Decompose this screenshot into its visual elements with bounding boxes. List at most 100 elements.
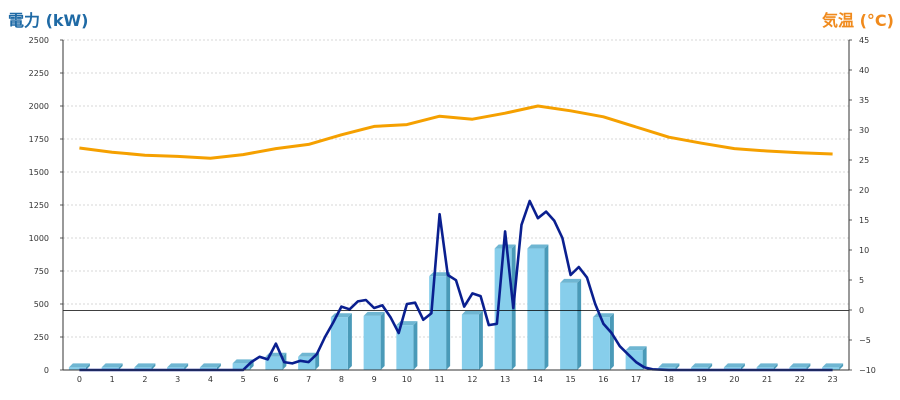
x-tick-label: 6 [273, 375, 278, 384]
power-bar [723, 363, 745, 370]
bar-front-face [592, 317, 610, 370]
bar-front-face [560, 282, 578, 370]
x-tick-label: 0 [77, 375, 82, 384]
bar-side-face [839, 363, 844, 370]
left-tick-label: 2500 [29, 36, 49, 45]
bar-front-face [265, 356, 283, 370]
bar-side-face [675, 363, 680, 370]
power-bar [822, 363, 844, 370]
power-bar [527, 244, 549, 370]
power-bar [396, 321, 418, 370]
bar-top-face [789, 363, 811, 368]
power-bar [560, 278, 582, 370]
grid-lines [63, 39, 849, 338]
bar-side-face [577, 278, 582, 370]
power-bar [461, 310, 483, 370]
left-tick-label: 0 [44, 366, 49, 375]
bar-side-face [184, 363, 189, 370]
bar-front-face [822, 367, 840, 370]
chart-lines [63, 104, 849, 372]
right-axis-title: 気温 (°C) [822, 11, 894, 30]
power-bar [789, 363, 811, 370]
x-tick-label: 8 [339, 375, 344, 384]
left-tick-label: 2250 [29, 69, 49, 78]
right-tick-label: −5 [859, 336, 871, 345]
bar-side-face [708, 363, 713, 370]
temperature-line [79, 104, 833, 160]
power-bar [199, 363, 221, 370]
bar-top-face [822, 363, 844, 368]
bar-front-face [68, 367, 86, 370]
bar-top-face [756, 363, 778, 368]
bar-front-face [789, 367, 807, 370]
bar-front-face [199, 367, 217, 370]
left-tick-label: 1750 [29, 135, 49, 144]
x-tick-label: 19 [697, 375, 707, 384]
power-bar [134, 363, 156, 370]
power-bar [363, 311, 385, 370]
right-tick-label: 25 [859, 156, 869, 165]
bar-front-face [101, 367, 119, 370]
bar-top-face [691, 363, 713, 368]
bar-top-face [68, 363, 90, 368]
power-bar [592, 313, 614, 370]
bar-front-face [461, 314, 479, 370]
x-axis-ticks: 0 1 2 3 4 5 6 7 8 9 10 11 12 13 14 15 16 17 18 19 20 21 22 23 [77, 375, 838, 384]
right-tick-label: 0 [859, 306, 864, 315]
bar-front-face [429, 276, 447, 370]
bar-side-face [609, 313, 614, 370]
bar-side-face [118, 363, 123, 370]
x-tick-label: 17 [631, 375, 641, 384]
bar-side-face [380, 311, 385, 370]
bar-top-face [494, 244, 516, 249]
bar-side-face [740, 363, 745, 370]
bar-top-face [560, 278, 582, 283]
bar-top-face [527, 244, 549, 249]
bar-front-face [494, 248, 512, 370]
left-tick-label: 2000 [29, 102, 49, 111]
bar-side-face [151, 363, 156, 370]
bar-front-face [363, 315, 381, 370]
bar-top-face [101, 363, 123, 368]
bar-side-face [446, 272, 451, 370]
x-tick-label: 1 [110, 375, 115, 384]
x-tick-label: 12 [467, 375, 477, 384]
bar-side-face [478, 310, 483, 370]
bar-side-face [85, 363, 90, 370]
bar-side-face [544, 244, 549, 370]
right-tick-label: −10 [859, 366, 876, 375]
bar-front-face [756, 367, 774, 370]
bar-front-face [167, 367, 185, 370]
right-tick-label: 45 [859, 36, 869, 45]
power-line [79, 199, 833, 372]
x-tick-label: 7 [306, 375, 311, 384]
power-bar [101, 363, 123, 370]
x-tick-label: 3 [175, 375, 180, 384]
left-tick-label: 500 [34, 300, 49, 309]
bar-front-face [396, 325, 414, 370]
x-tick-label: 11 [435, 375, 445, 384]
x-tick-label: 9 [372, 375, 377, 384]
left-tick-label: 1250 [29, 201, 49, 210]
right-tick-label: 10 [859, 246, 869, 255]
x-tick-label: 21 [762, 375, 772, 384]
right-tick-label: 35 [859, 96, 869, 105]
right-tick-label: 40 [859, 66, 869, 75]
bar-top-face [723, 363, 745, 368]
x-tick-label: 4 [208, 375, 213, 384]
x-tick-label: 5 [241, 375, 246, 384]
left-axis-ticks: 0 250 500 750 1000 1250 1500 1750 2000 2250 2500 [29, 36, 63, 375]
bar-top-face [134, 363, 156, 368]
power-bar [756, 363, 778, 370]
bar-side-face [773, 363, 778, 370]
left-axis-title: 電力 (kW) [8, 11, 89, 30]
bar-side-face [347, 313, 352, 370]
bar-front-face [527, 248, 545, 370]
bar-top-face [363, 311, 385, 316]
bar-side-face [216, 363, 221, 370]
bar-front-face [691, 367, 709, 370]
right-tick-label: 20 [859, 186, 869, 195]
power-bar [68, 363, 90, 370]
x-tick-label: 14 [533, 375, 543, 384]
